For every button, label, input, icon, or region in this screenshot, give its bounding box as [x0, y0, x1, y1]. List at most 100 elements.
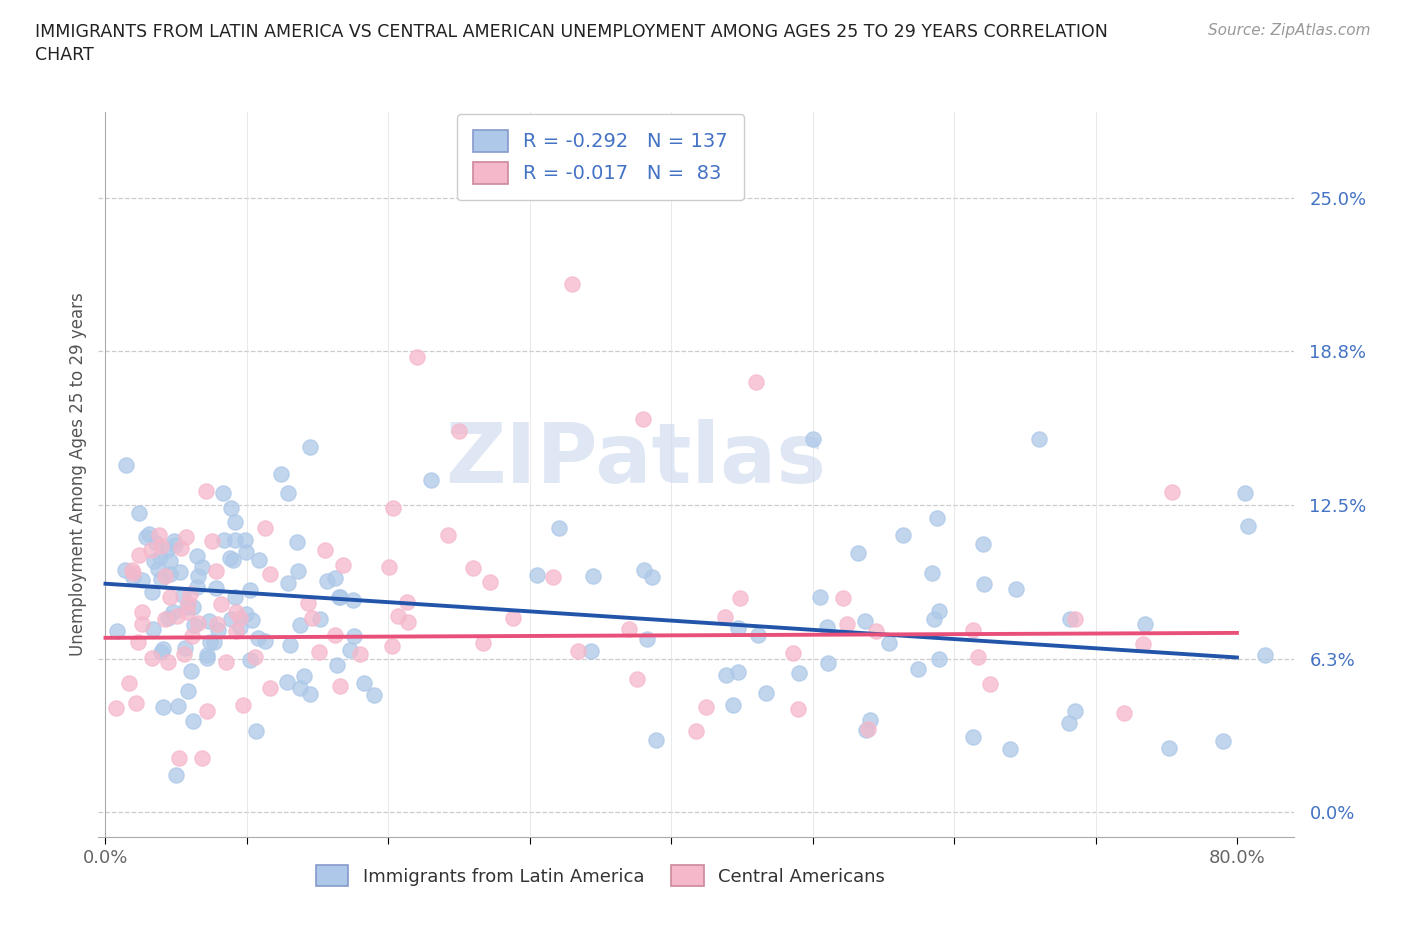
Point [170, 540, 193, 555]
Point [967, 650, 990, 665]
Point [105, 700, 128, 715]
Point [187, 615, 209, 630]
Point [328, 590, 350, 604]
Point [502, 610, 524, 625]
Point [247, 631, 270, 646]
Point [143, 553, 166, 568]
Point [177, 684, 200, 698]
Point [219, 612, 242, 627]
Point [745, 375, 768, 390]
Point [167, 751, 190, 765]
Point [191, 560, 214, 575]
Point [247, 552, 270, 567]
Point [1157, 741, 1180, 756]
Point [239, 652, 262, 667]
Point [567, 644, 589, 658]
Point [1059, 612, 1081, 627]
Point [617, 621, 640, 636]
Point [329, 590, 352, 604]
Point [808, 590, 831, 604]
Point [547, 520, 569, 535]
Point [297, 595, 319, 610]
Point [141, 584, 163, 599]
Point [145, 535, 167, 550]
Point [382, 500, 405, 515]
Point [186, 549, 208, 564]
Point [342, 629, 364, 644]
Point [128, 547, 150, 562]
Point [207, 622, 229, 637]
Point [229, 619, 252, 634]
Point [114, 563, 136, 578]
Point [181, 599, 204, 614]
Point [309, 612, 332, 627]
Point [155, 611, 177, 626]
Point [209, 596, 232, 611]
Point [179, 587, 201, 602]
Point [323, 571, 346, 586]
Point [396, 615, 419, 630]
Point [259, 566, 281, 581]
Point [927, 511, 949, 525]
Text: Source: ZipAtlas.com: Source: ZipAtlas.com [1208, 23, 1371, 38]
Text: IMMIGRANTS FROM LATIN AMERICA VS CENTRAL AMERICAN UNEMPLOYMENT AMONG AGES 25 TO : IMMIGRANTS FROM LATIN AMERICA VS CENTRAL… [35, 23, 1108, 41]
Point [1212, 734, 1234, 749]
Point [162, 604, 184, 619]
Point [308, 644, 330, 659]
Point [276, 675, 298, 690]
Point [205, 617, 228, 631]
Point [714, 667, 737, 682]
Point [149, 644, 172, 659]
Point [253, 633, 276, 648]
Point [973, 577, 995, 591]
Point [138, 526, 160, 541]
Point [353, 675, 375, 690]
Point [180, 663, 202, 678]
Point [728, 591, 751, 605]
Point [195, 703, 218, 718]
Point [181, 629, 204, 644]
Point [786, 702, 808, 717]
Point [287, 564, 309, 578]
Point [877, 635, 900, 650]
Point [253, 521, 276, 536]
Point [173, 646, 195, 661]
Point [801, 432, 824, 446]
Point [301, 610, 323, 625]
Point [714, 609, 737, 624]
Point [122, 565, 145, 580]
Point [315, 574, 337, 589]
Point [924, 611, 946, 626]
Point [859, 712, 882, 727]
Point [363, 687, 385, 702]
Point [115, 458, 138, 472]
Point [202, 634, 225, 649]
Point [212, 485, 235, 500]
Point [582, 568, 605, 583]
Point [169, 565, 191, 579]
Point [205, 580, 228, 595]
Point [204, 564, 226, 578]
Point [856, 722, 879, 737]
Point [239, 582, 262, 597]
Point [235, 545, 257, 560]
Point [166, 698, 188, 713]
Point [121, 563, 143, 578]
Point [645, 733, 668, 748]
Point [378, 560, 401, 575]
Point [224, 515, 246, 530]
Point [928, 604, 950, 618]
Point [259, 680, 281, 695]
Point [721, 698, 744, 712]
Point [285, 535, 308, 550]
Point [215, 654, 238, 669]
Point [314, 542, 336, 557]
Point [232, 698, 254, 712]
Point [685, 724, 707, 738]
Point [176, 604, 198, 619]
Point [1057, 715, 1080, 730]
Point [224, 533, 246, 548]
Point [461, 561, 484, 576]
Point [817, 656, 839, 671]
Point [128, 506, 150, 521]
